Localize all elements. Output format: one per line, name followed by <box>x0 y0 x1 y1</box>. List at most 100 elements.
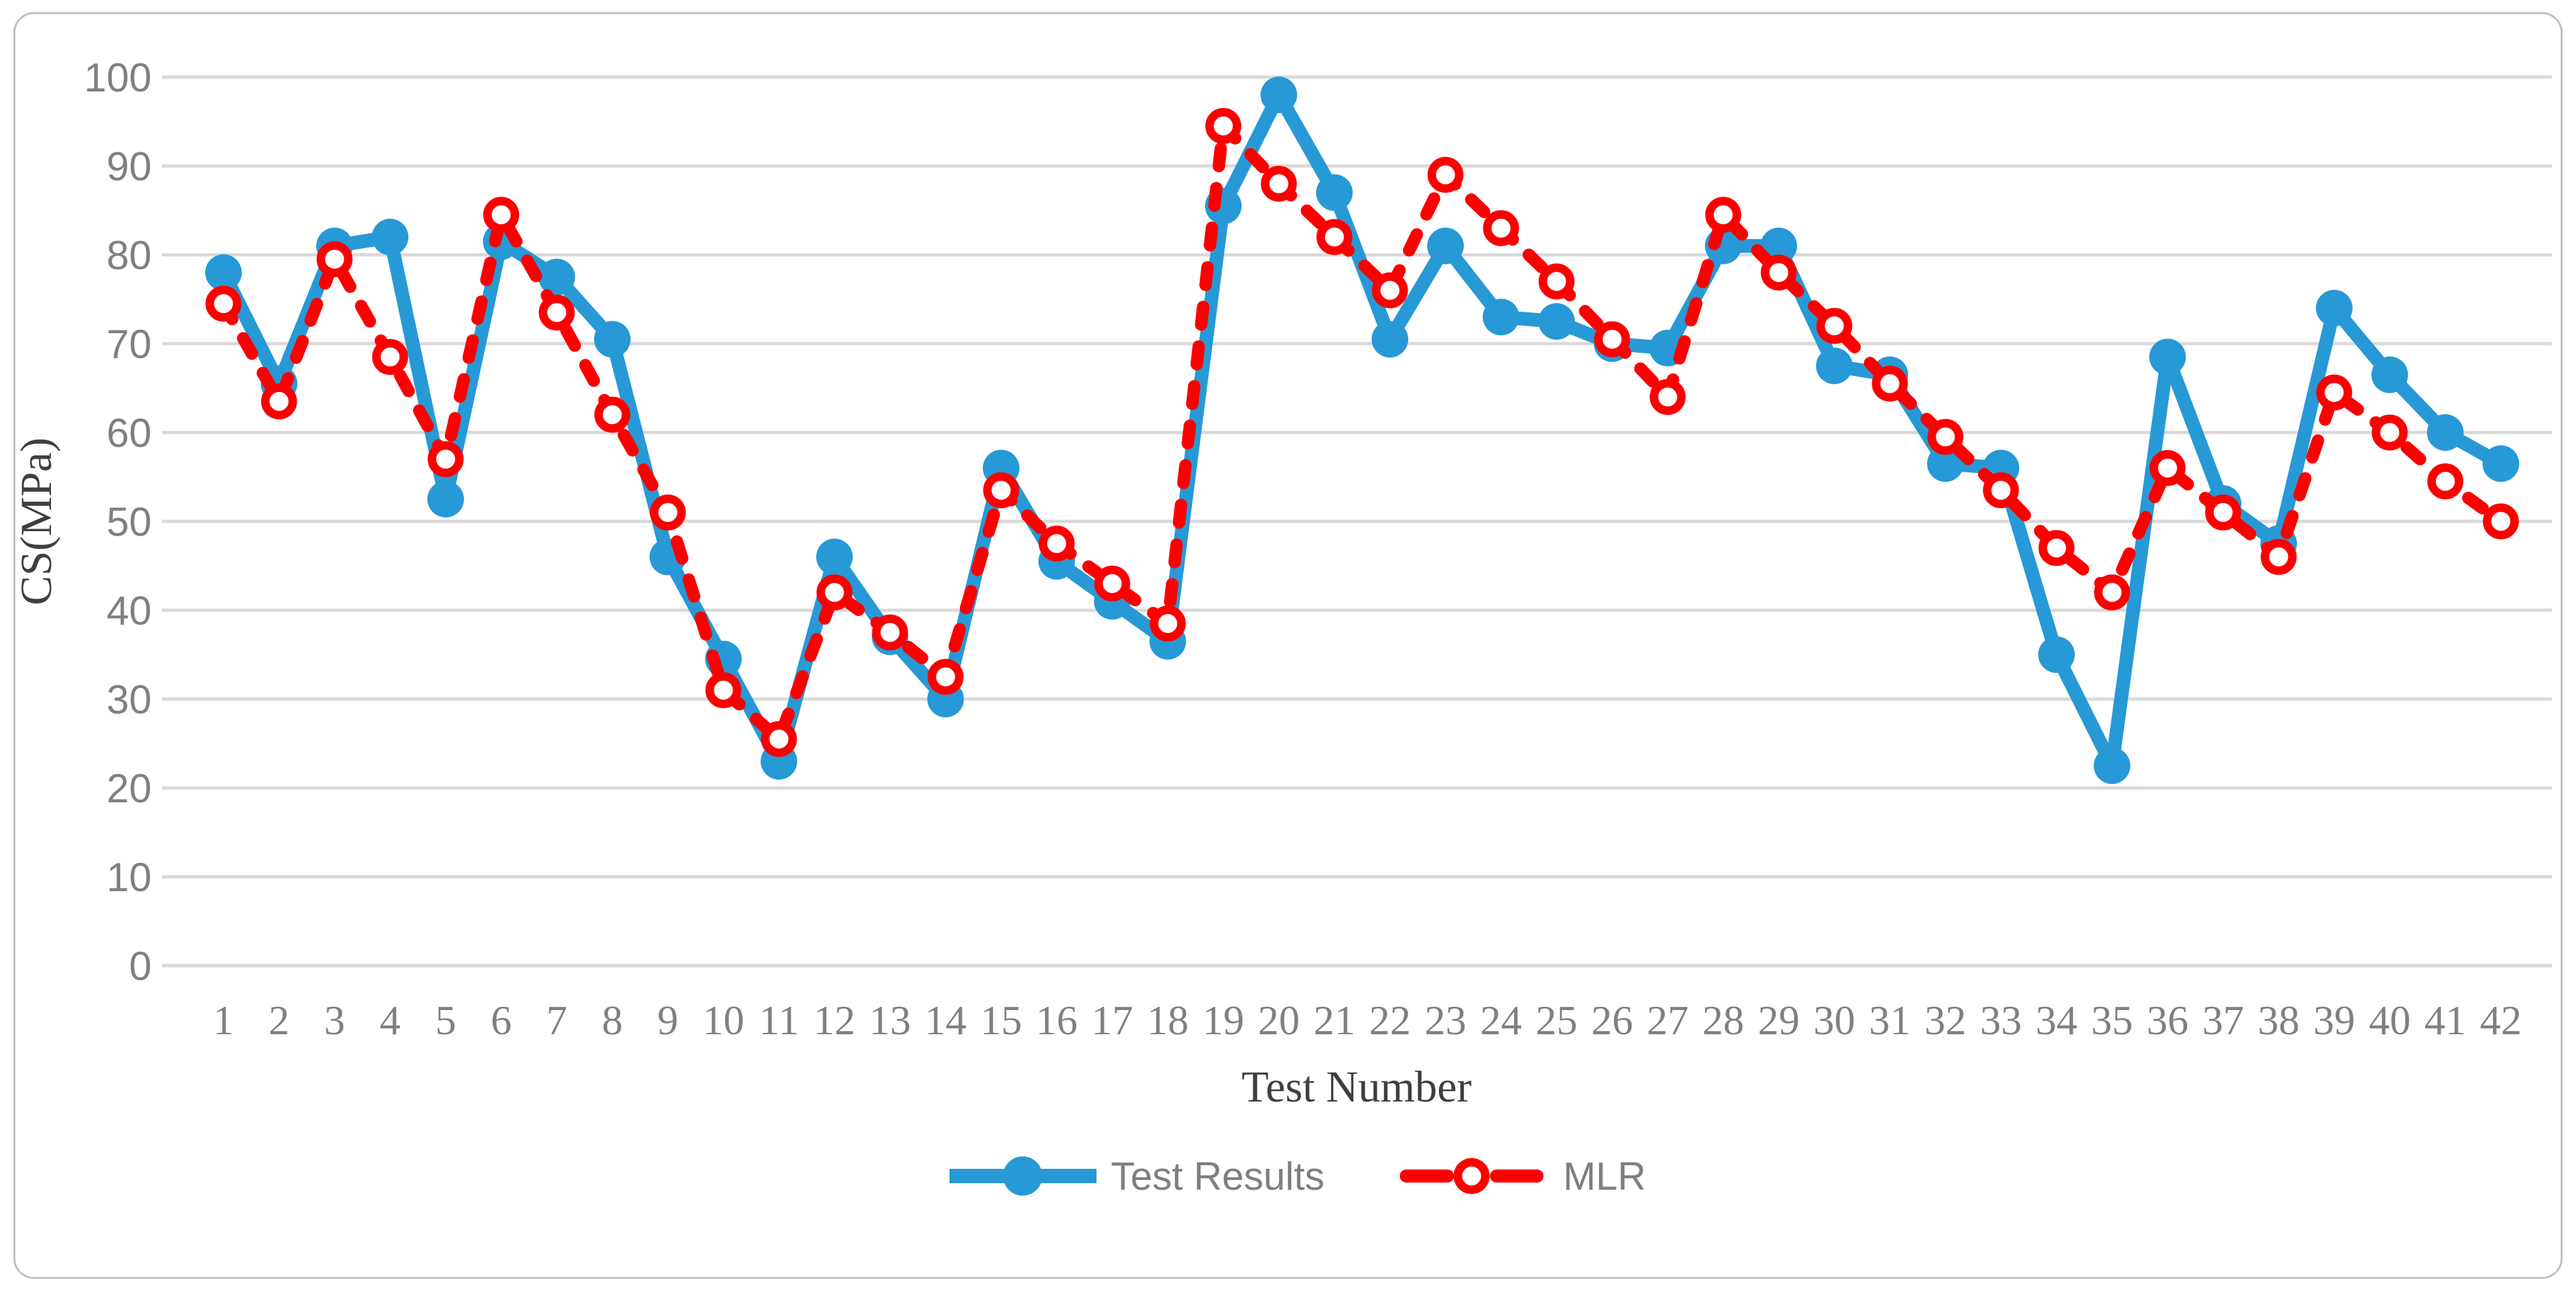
x-tick-label: 19 <box>1202 997 1244 1043</box>
x-axis-tick-labels: 1 2 3 4 5 6 7 8 9 10 11 12 13 14 15 16 17 18 19 20 21 22 23 24 2… <box>213 997 2522 1043</box>
x-axis-title: Test Number <box>1242 1062 1472 1111</box>
x-tick-label: 5 <box>435 997 456 1043</box>
x-tick-label: 2 <box>269 997 289 1043</box>
x-tick-label: 9 <box>657 997 678 1043</box>
data-point-marker <box>1872 365 1908 402</box>
data-point-marker <box>483 197 520 233</box>
data-point-marker <box>2483 503 2519 540</box>
data-point-marker <box>1372 321 1408 358</box>
legend-filled-circle-icon <box>1003 1156 1042 1196</box>
legend-item-test-results: Test Results <box>949 1154 1325 1198</box>
data-point-marker <box>1538 303 1575 340</box>
x-tick-label: 41 <box>2424 997 2466 1043</box>
legend-label-test-results: Test Results <box>1111 1154 1325 1198</box>
data-point-marker <box>205 286 242 322</box>
x-tick-label: 21 <box>1313 997 1355 1043</box>
x-tick-label: 32 <box>1924 997 1966 1043</box>
x-tick-label: 10 <box>702 997 744 1043</box>
data-point-marker <box>1372 272 1408 308</box>
data-point-marker <box>2371 356 2408 393</box>
data-point-marker <box>1816 308 1853 344</box>
data-point-marker <box>1649 379 1686 416</box>
data-point-marker <box>538 259 575 295</box>
data-point-marker <box>2094 574 2130 611</box>
x-tick-label: 27 <box>1647 997 1689 1043</box>
legend-item-mlr: MLR <box>1400 1154 1646 1198</box>
x-tick-label: 4 <box>380 997 401 1043</box>
series-line-mlr <box>217 120 2507 745</box>
data-point-marker <box>2316 374 2353 411</box>
data-point-marker <box>927 659 964 695</box>
y-tick-label: 20 <box>107 766 152 811</box>
x-tick-label: 42 <box>2480 997 2522 1043</box>
data-point-marker <box>1427 227 1464 265</box>
gridlines <box>162 75 2552 968</box>
data-point-marker <box>594 321 631 358</box>
x-tick-label: 7 <box>546 997 567 1043</box>
y-tick-label: 50 <box>107 500 152 545</box>
figure-border <box>13 12 2563 1279</box>
x-tick-label: 18 <box>1147 997 1189 1043</box>
data-point-marker <box>1760 254 1797 291</box>
data-point-marker <box>372 218 408 255</box>
x-tick-label: 33 <box>1980 997 2022 1043</box>
data-point-marker <box>1983 472 2019 508</box>
x-tick-label: 1 <box>213 997 234 1043</box>
data-point-marker <box>1094 565 1131 602</box>
data-point-marker <box>261 383 297 419</box>
y-tick-label: 80 <box>107 233 152 278</box>
data-point-marker <box>2483 445 2519 482</box>
data-point-marker <box>872 614 908 651</box>
y-tick-label: 60 <box>107 411 152 456</box>
x-tick-label: 14 <box>925 997 966 1043</box>
y-tick-label: 0 <box>129 944 152 989</box>
data-point-marker <box>1483 299 1519 336</box>
x-tick-label: 35 <box>2091 997 2133 1043</box>
x-tick-label: 3 <box>324 997 345 1043</box>
data-point-marker <box>2038 636 2075 673</box>
y-tick-label: 30 <box>107 678 152 723</box>
x-tick-label: 22 <box>1369 997 1411 1043</box>
data-point-marker <box>2149 449 2186 486</box>
data-point-marker <box>2371 414 2408 451</box>
x-tick-label: 6 <box>491 997 512 1043</box>
data-point-marker <box>650 494 686 531</box>
x-tick-label: 40 <box>2369 997 2411 1043</box>
x-tick-label: 38 <box>2258 997 2300 1043</box>
x-tick-label: 28 <box>1702 997 1744 1043</box>
data-point-marker <box>1261 165 1297 202</box>
data-point-marker <box>1483 210 1519 246</box>
y-tick-label: 40 <box>107 589 152 634</box>
legend-open-circle-icon <box>1453 1158 1490 1194</box>
data-point-marker <box>1149 605 1186 642</box>
x-tick-label: 29 <box>1758 997 1800 1043</box>
data-point-marker <box>2149 338 2186 376</box>
data-point-marker <box>1427 157 1464 193</box>
data-point-marker <box>1927 445 1964 482</box>
data-point-marker <box>1538 263 1575 300</box>
x-tick-label: 34 <box>2036 997 2077 1043</box>
x-tick-label: 12 <box>814 997 855 1043</box>
data-point-marker <box>316 241 353 278</box>
y-tick-label: 90 <box>107 144 152 189</box>
data-point-marker <box>2427 414 2464 451</box>
y-axis-title: CS(MPa) <box>11 438 61 606</box>
data-point-marker <box>1205 108 1242 144</box>
data-point-marker <box>538 294 575 331</box>
series-layer <box>205 76 2519 784</box>
data-point-marker <box>705 672 742 708</box>
x-tick-label: 8 <box>602 997 623 1043</box>
y-tick-label: 70 <box>107 322 152 367</box>
x-tick-label: 37 <box>2202 997 2244 1043</box>
data-point-marker <box>372 338 408 375</box>
x-tick-label: 31 <box>1869 997 1911 1043</box>
x-tick-label: 36 <box>2147 997 2188 1043</box>
data-point-marker <box>1816 348 1853 384</box>
data-point-marker <box>816 574 853 611</box>
data-point-marker <box>816 538 853 576</box>
data-point-marker <box>427 441 464 478</box>
x-tick-label: 13 <box>869 997 911 1043</box>
data-point-marker <box>2427 463 2464 500</box>
